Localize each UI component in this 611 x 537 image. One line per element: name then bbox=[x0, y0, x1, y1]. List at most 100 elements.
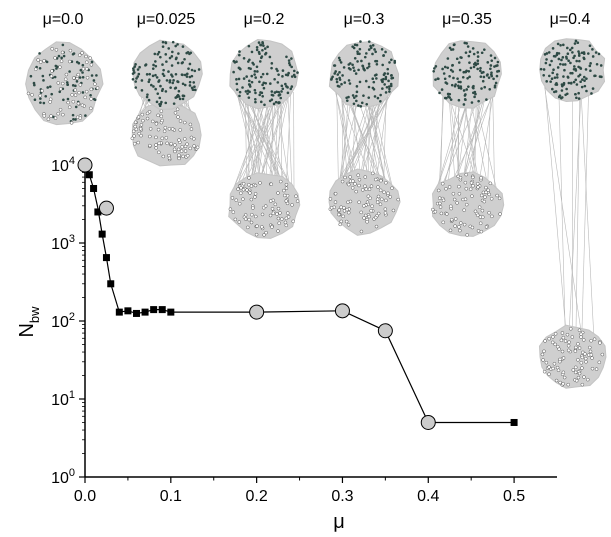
node-dark bbox=[157, 50, 161, 54]
node-dark bbox=[591, 87, 595, 90]
node-dark bbox=[457, 86, 461, 90]
node-dark bbox=[440, 88, 444, 91]
node-dark bbox=[472, 62, 476, 66]
node-light bbox=[263, 204, 268, 208]
node-dark bbox=[174, 96, 178, 99]
edge bbox=[383, 91, 387, 186]
node-light bbox=[77, 90, 81, 95]
inset-label: μ=0.2 bbox=[244, 11, 285, 28]
node-light bbox=[236, 187, 240, 191]
node-light bbox=[359, 210, 363, 215]
node-light bbox=[561, 335, 566, 340]
node-dark bbox=[486, 61, 490, 64]
node-dark bbox=[242, 57, 246, 60]
node-light bbox=[178, 119, 183, 123]
node-dark bbox=[187, 67, 190, 70]
node-dark bbox=[577, 97, 581, 100]
node-light bbox=[80, 51, 84, 55]
edge bbox=[276, 91, 282, 189]
node-light bbox=[154, 143, 158, 147]
node-dark bbox=[188, 75, 192, 79]
node-light bbox=[188, 122, 193, 127]
node-dark bbox=[174, 72, 178, 76]
edge bbox=[448, 91, 495, 189]
node-dark bbox=[553, 76, 557, 79]
node-light bbox=[72, 76, 76, 80]
node-dark bbox=[373, 48, 376, 51]
node-light bbox=[172, 147, 177, 152]
node-dark bbox=[238, 90, 242, 94]
node-dark bbox=[479, 66, 482, 70]
node-light bbox=[160, 118, 164, 123]
node-dark bbox=[352, 102, 356, 106]
node-dark bbox=[171, 40, 175, 44]
node-light bbox=[384, 198, 388, 203]
node-dark bbox=[194, 88, 197, 92]
node-dark bbox=[190, 74, 194, 78]
node-dark bbox=[574, 78, 578, 82]
node-light bbox=[61, 112, 65, 117]
node-light bbox=[247, 217, 251, 222]
network-inset: μ=0.0 bbox=[25, 11, 104, 126]
node-light bbox=[157, 150, 161, 155]
node-dark bbox=[197, 68, 201, 71]
node-light bbox=[276, 191, 280, 195]
node-light bbox=[580, 382, 585, 387]
node-dark bbox=[66, 83, 69, 86]
node-dark bbox=[589, 69, 592, 72]
node-dark bbox=[192, 81, 196, 84]
node-light bbox=[357, 200, 361, 204]
node-light bbox=[471, 184, 475, 188]
node-dark bbox=[81, 75, 85, 79]
node-light bbox=[354, 189, 358, 194]
node-light bbox=[68, 48, 73, 53]
node-dark bbox=[135, 77, 138, 80]
node-dark bbox=[348, 82, 352, 85]
node-light bbox=[484, 185, 488, 190]
node-light bbox=[148, 143, 152, 148]
node-light bbox=[249, 220, 254, 225]
edge bbox=[447, 91, 458, 189]
node-dark bbox=[471, 47, 475, 50]
node-dark bbox=[434, 65, 438, 68]
node-light bbox=[337, 208, 341, 212]
node-light bbox=[176, 115, 180, 119]
node-dark bbox=[556, 42, 560, 46]
node-light bbox=[49, 114, 53, 118]
node-dark bbox=[554, 83, 557, 86]
node-dark bbox=[384, 77, 388, 81]
node-dark bbox=[68, 70, 71, 73]
edge bbox=[247, 91, 250, 189]
node-dark bbox=[150, 83, 153, 87]
node-dark bbox=[599, 64, 603, 67]
node-dark bbox=[140, 79, 144, 82]
node-dark bbox=[579, 66, 582, 70]
node-dark bbox=[136, 75, 140, 78]
node-dark bbox=[272, 102, 276, 106]
node-light bbox=[285, 193, 290, 198]
node-dark bbox=[133, 65, 137, 68]
node-light bbox=[169, 141, 173, 146]
node-dark bbox=[253, 70, 257, 73]
node-dark bbox=[156, 92, 160, 95]
node-light bbox=[164, 136, 169, 140]
edge bbox=[338, 91, 393, 186]
node-dark bbox=[165, 79, 169, 82]
node-dark bbox=[468, 61, 471, 64]
node-dark bbox=[54, 64, 58, 68]
node-dark bbox=[286, 73, 289, 77]
community-blob-bottom bbox=[328, 168, 401, 236]
node-dark bbox=[255, 46, 259, 49]
node-dark bbox=[496, 60, 500, 64]
edge bbox=[580, 86, 595, 341]
node-dark bbox=[181, 61, 185, 64]
node-dark bbox=[466, 76, 469, 80]
node-dark bbox=[469, 66, 473, 70]
node-dark bbox=[265, 72, 269, 76]
node-dark bbox=[358, 47, 362, 51]
node-light bbox=[282, 188, 286, 193]
node-light bbox=[469, 181, 474, 185]
node-dark bbox=[270, 90, 274, 93]
node-dark bbox=[170, 73, 173, 77]
node-dark bbox=[235, 88, 239, 91]
